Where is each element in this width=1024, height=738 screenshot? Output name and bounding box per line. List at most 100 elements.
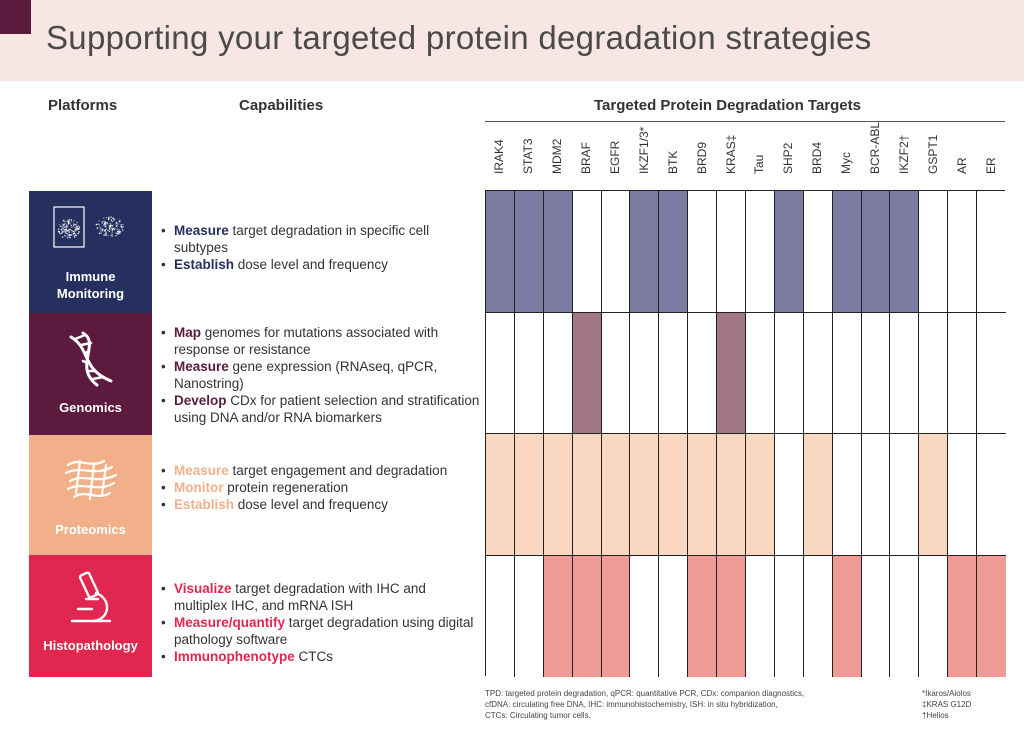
capability-verb: Measure xyxy=(174,359,229,374)
matrix-cell xyxy=(746,312,775,434)
target-label: BRAF xyxy=(572,122,601,188)
matrix-cell xyxy=(977,555,1006,677)
matrix-cell xyxy=(514,555,544,677)
capability-verb: Establish xyxy=(174,257,235,272)
matrix-cell xyxy=(514,191,544,313)
capability-verb: Measure xyxy=(174,463,229,478)
matrix-cell xyxy=(659,191,689,313)
target-label-text: IKZF2† xyxy=(896,134,911,174)
matrix-cell xyxy=(948,191,978,313)
footnote-line: CTCs: Circulating tumor cells. xyxy=(485,711,591,720)
matrix-cell xyxy=(977,434,1006,556)
matrix-cell xyxy=(572,312,602,434)
matrix-cell xyxy=(688,434,718,556)
target-label: STAT3 xyxy=(514,122,543,188)
target-label-text: KRAS‡ xyxy=(723,134,738,174)
matrix-cell xyxy=(803,555,833,677)
footnote-ikaros: *Ikaros/Aiolos xyxy=(922,689,971,698)
capability-verb: Develop xyxy=(174,393,227,408)
footnote-helios: †Helios xyxy=(922,711,949,720)
target-label-text: ER xyxy=(983,157,998,174)
matrix-cell xyxy=(630,555,660,677)
matrix-cell xyxy=(832,434,862,556)
capability-verb: Establish xyxy=(174,497,235,512)
capability-text: dose level and frequency xyxy=(234,497,388,512)
targets-header: Targeted Protein Degradation Targets xyxy=(594,97,861,114)
matrix-cell xyxy=(774,555,804,677)
target-label: IRAK4 xyxy=(485,122,514,188)
matrix-cell xyxy=(601,191,631,313)
page-title: Supporting your targeted protein degrada… xyxy=(46,19,872,56)
capability-item: Visualize target degradation with IHC an… xyxy=(161,580,481,614)
capability-item: Establish dose level and frequency xyxy=(161,256,481,273)
capability-item: Map genomes for mutations associated wit… xyxy=(161,324,481,358)
matrix-cell xyxy=(659,434,689,556)
target-label-text: Myc xyxy=(839,152,854,174)
matrix-cell xyxy=(543,555,573,677)
capability-text: CDx for patient selection and stratifica… xyxy=(174,393,480,425)
target-label-text: SHP2 xyxy=(781,142,796,174)
capability-item: Measure/quantify target degradation usin… xyxy=(161,614,481,648)
matrix-cell xyxy=(659,555,689,677)
matrix-cell xyxy=(659,312,689,434)
target-label-text: BRAF xyxy=(579,141,594,174)
target-label: BRD9 xyxy=(687,122,716,188)
capability-item: Measure target engagement and degradatio… xyxy=(161,462,481,479)
matrix-cell xyxy=(486,191,515,313)
capability-item: Establish dose level and frequency xyxy=(161,496,481,513)
matrix-cell xyxy=(630,434,660,556)
platform-label: Histopathology xyxy=(43,638,138,653)
matrix-cell xyxy=(919,191,949,313)
capability-item: Monitor protein regeneration xyxy=(161,479,481,496)
matrix-cell xyxy=(890,312,920,434)
matrix-cell xyxy=(746,191,775,313)
matrix-cell xyxy=(861,434,891,556)
capability-item: Develop CDx for patient selection and st… xyxy=(161,392,481,426)
matrix-cell xyxy=(919,434,949,556)
matrix-cell xyxy=(543,434,573,556)
capability-text: protein regeneration xyxy=(223,480,349,495)
matrix-cell xyxy=(774,434,804,556)
capability-verb: Immunophenotype xyxy=(174,649,295,664)
matrix-cell xyxy=(832,312,862,434)
matrix-cell xyxy=(717,555,746,677)
matrix-cell xyxy=(601,555,631,677)
microscope-icon xyxy=(70,571,111,623)
matrix-cell xyxy=(717,312,746,434)
capability-text: dose level and frequency xyxy=(234,257,388,272)
protein-icon xyxy=(64,459,117,501)
matrix-cell xyxy=(572,555,602,677)
dna-icon xyxy=(69,331,112,387)
matrix-cell xyxy=(774,312,804,434)
capability-verb: Monitor xyxy=(174,480,224,495)
matrix-cell xyxy=(890,555,920,677)
matrix-cell xyxy=(630,312,660,434)
target-label-text: Tau xyxy=(752,154,767,174)
capability-text: target degradation with IHC and multiple… xyxy=(174,581,426,613)
target-label: IKZF1/3* xyxy=(629,122,658,188)
title-banner: Supporting your targeted protein degrada… xyxy=(0,0,1024,81)
footnotes-legend: *Ikaros/Aiolos ‡KRAS G12D †Helios xyxy=(922,688,1022,721)
matrix-cell xyxy=(688,191,718,313)
matrix-cell xyxy=(746,434,775,556)
capabilities-immune-monitoring: Measure target degradation in specific c… xyxy=(161,222,481,273)
capability-text: target engagement and degradation xyxy=(228,463,448,478)
capabilities-header: Capabilities xyxy=(239,97,324,114)
matrix-cell xyxy=(601,434,631,556)
matrix-cell xyxy=(601,312,631,434)
target-label: SHP2 xyxy=(774,122,803,188)
matrix-cell xyxy=(919,312,949,434)
capability-verb: Visualize xyxy=(174,581,232,596)
target-label: GSPT1 xyxy=(918,122,947,188)
matrix-cell xyxy=(890,434,920,556)
target-label-text: IRAK4 xyxy=(492,139,507,174)
matrix-cell xyxy=(890,191,920,313)
target-label: BRD4 xyxy=(803,122,832,188)
capability-text: target degradation using digital patholo… xyxy=(174,615,474,647)
header-rule xyxy=(485,121,1005,122)
matrix-cell xyxy=(948,555,978,677)
matrix-cell xyxy=(543,312,573,434)
matrix-cell xyxy=(717,191,746,313)
footnote-line: cfDNA: circulating free DNA, IHC: immuno… xyxy=(485,700,778,709)
matrix-cell xyxy=(486,312,515,434)
